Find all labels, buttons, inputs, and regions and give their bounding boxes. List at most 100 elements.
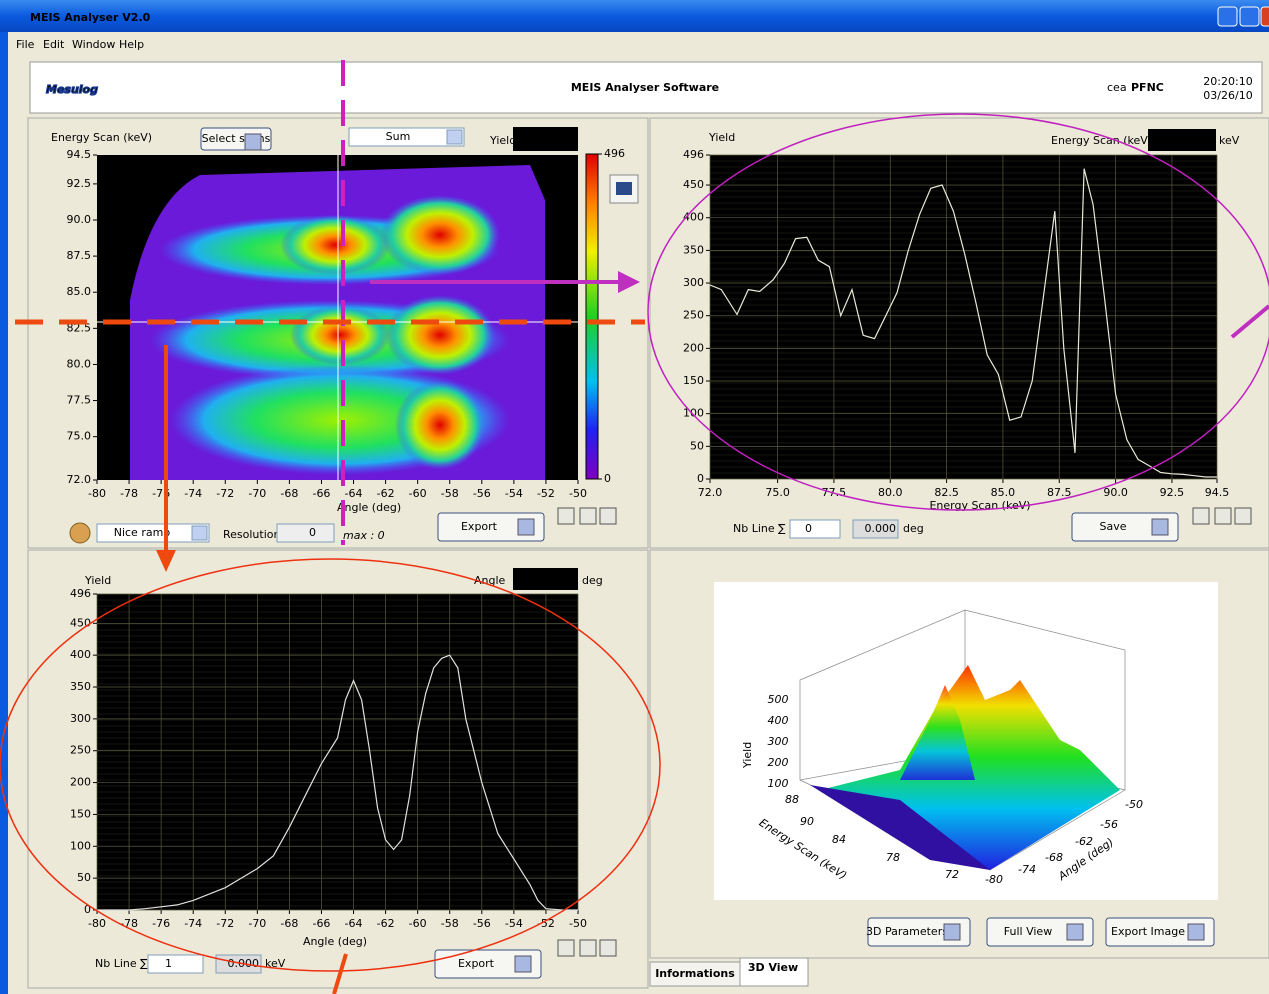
y-tick-label: 100 — [70, 839, 91, 852]
x-tick-label: -56 — [473, 917, 491, 930]
app-window: MEIS Analyser V2.0 File Edit Window Help Mesu… — [0, 0, 1269, 994]
unit-label: deg — [582, 574, 603, 587]
save-button-label: Save — [1099, 520, 1126, 533]
x-tick-label: -70 — [248, 917, 266, 930]
menu-item[interactable]: Edit — [43, 38, 65, 51]
heatmap-blob — [380, 195, 500, 275]
energy-tick-label: 78 — [886, 851, 900, 864]
x-tick-label: -60 — [409, 487, 427, 500]
y-tick-label: 350 — [70, 680, 91, 693]
x-axis-label: Angle (deg) — [337, 501, 401, 514]
tab-label: 3D View — [748, 961, 798, 974]
minimize-button[interactable] — [1218, 7, 1237, 26]
nb-line-value: 0 — [805, 522, 812, 535]
menu-item[interactable]: Help — [119, 38, 144, 51]
y-tick-label: 350 — [683, 243, 704, 256]
y-tick-label: 0 — [697, 472, 704, 485]
window-border — [0, 32, 8, 994]
x-tick-label: -62 — [377, 487, 395, 500]
angle-tick-label: -74 — [1018, 863, 1036, 876]
graph-tool[interactable] — [1193, 508, 1209, 524]
graph-tool[interactable] — [600, 508, 616, 524]
y-tick-label: 80.0 — [67, 357, 92, 370]
yield-label: Yield — [489, 134, 516, 147]
x-tick-label: 92.5 — [1160, 486, 1185, 499]
x-tick-label: -72 — [216, 917, 234, 930]
button-icon — [1188, 924, 1204, 940]
heatmap-blob — [385, 295, 495, 375]
y-tick-label: 150 — [683, 374, 704, 387]
resolution-input[interactable] — [277, 524, 334, 542]
y-tick-label: 50 — [77, 871, 91, 884]
graph-tool[interactable] — [580, 940, 596, 956]
max-label: max : 0 — [343, 529, 385, 542]
y-tick-label: 300 — [683, 276, 704, 289]
heatmap-blob — [290, 305, 390, 365]
y-tick-label: 85.0 — [67, 285, 92, 298]
angle-tick-label: -62 — [1075, 835, 1093, 848]
y-axis-label: Energy Scan (keV) — [51, 131, 152, 144]
x-tick-label: -62 — [377, 917, 395, 930]
y-tick-label: 200 — [70, 776, 91, 789]
graph-tool[interactable] — [600, 940, 616, 956]
graph-tool[interactable] — [580, 508, 596, 524]
menu-item[interactable]: File — [16, 38, 35, 51]
graph-tool[interactable] — [1215, 508, 1231, 524]
nb-line-input[interactable] — [790, 520, 840, 538]
x-tick-label: -54 — [505, 487, 523, 500]
image-icon — [616, 182, 632, 195]
nb-line-input[interactable] — [148, 955, 203, 973]
heatmap-blob — [395, 380, 485, 470]
button-icon — [245, 134, 261, 150]
logo: Mesulog — [46, 83, 98, 96]
window-title: MEIS Analyser V2.0 — [30, 11, 151, 24]
energy-tick-label: 90 — [800, 815, 814, 828]
menu-item[interactable]: Window — [72, 38, 115, 51]
palette-icon[interactable] — [70, 523, 90, 543]
x-axis-label: Angle (deg) — [303, 935, 367, 948]
x-tick-label: -80 — [88, 487, 106, 500]
y-tick-label: 50 — [690, 439, 704, 452]
clock-time: 20:20:10 — [1203, 75, 1252, 88]
y-tick-label: 450 — [70, 616, 91, 629]
y-tick-label: 92.5 — [67, 177, 92, 190]
x-tick-label: 80.0 — [878, 486, 903, 499]
graph-tool[interactable] — [558, 940, 574, 956]
offset-unit: deg — [903, 522, 924, 535]
colorbar-tick-label: 496 — [604, 147, 625, 160]
y-tick-label: 100 — [683, 407, 704, 420]
x-tick-label: -76 — [152, 917, 170, 930]
energy-tick-label: 84 — [832, 833, 846, 846]
graph-tool[interactable] — [1235, 508, 1251, 524]
y-tick-label: 250 — [683, 309, 704, 322]
x-tick-label: -74 — [184, 487, 202, 500]
angle-tick-label: -50 — [1125, 798, 1143, 811]
z-axis-label: Yield — [741, 742, 754, 769]
y-tick-label: 150 — [70, 807, 91, 820]
angle-tick-label: -56 — [1100, 818, 1118, 831]
nb-line-label: Nb Line ∑ — [95, 957, 148, 970]
button-icon — [1067, 924, 1083, 940]
x-tick-label: -80 — [88, 917, 106, 930]
view3d-button-label: 3D Parameters — [866, 925, 948, 938]
x-tick-label: -64 — [345, 487, 363, 500]
angle-tick-label: -68 — [1045, 851, 1063, 864]
close-button[interactable] — [1261, 7, 1269, 26]
resolution-label: Resolution — [223, 528, 281, 541]
title-bar — [0, 0, 1269, 32]
maximize-button[interactable] — [1240, 7, 1259, 26]
nb-line-label: Nb Line ∑ — [733, 522, 786, 535]
button-icon — [515, 956, 531, 972]
app-title: MEIS Analyser Software — [571, 81, 719, 94]
x-tick-label: 72.0 — [698, 486, 723, 499]
offset-value: 0.000 — [865, 522, 897, 535]
button-icon — [518, 519, 534, 535]
unit-label: keV — [1219, 134, 1240, 147]
graph-tool[interactable] — [558, 508, 574, 524]
x-tick-label: -68 — [280, 917, 298, 930]
colorbar — [586, 154, 598, 479]
mode-value: Sum — [386, 130, 411, 143]
view3d-button-label: Export Image — [1111, 925, 1185, 938]
x-tick-label: -50 — [569, 487, 587, 500]
export-button-label: Export — [461, 520, 498, 533]
